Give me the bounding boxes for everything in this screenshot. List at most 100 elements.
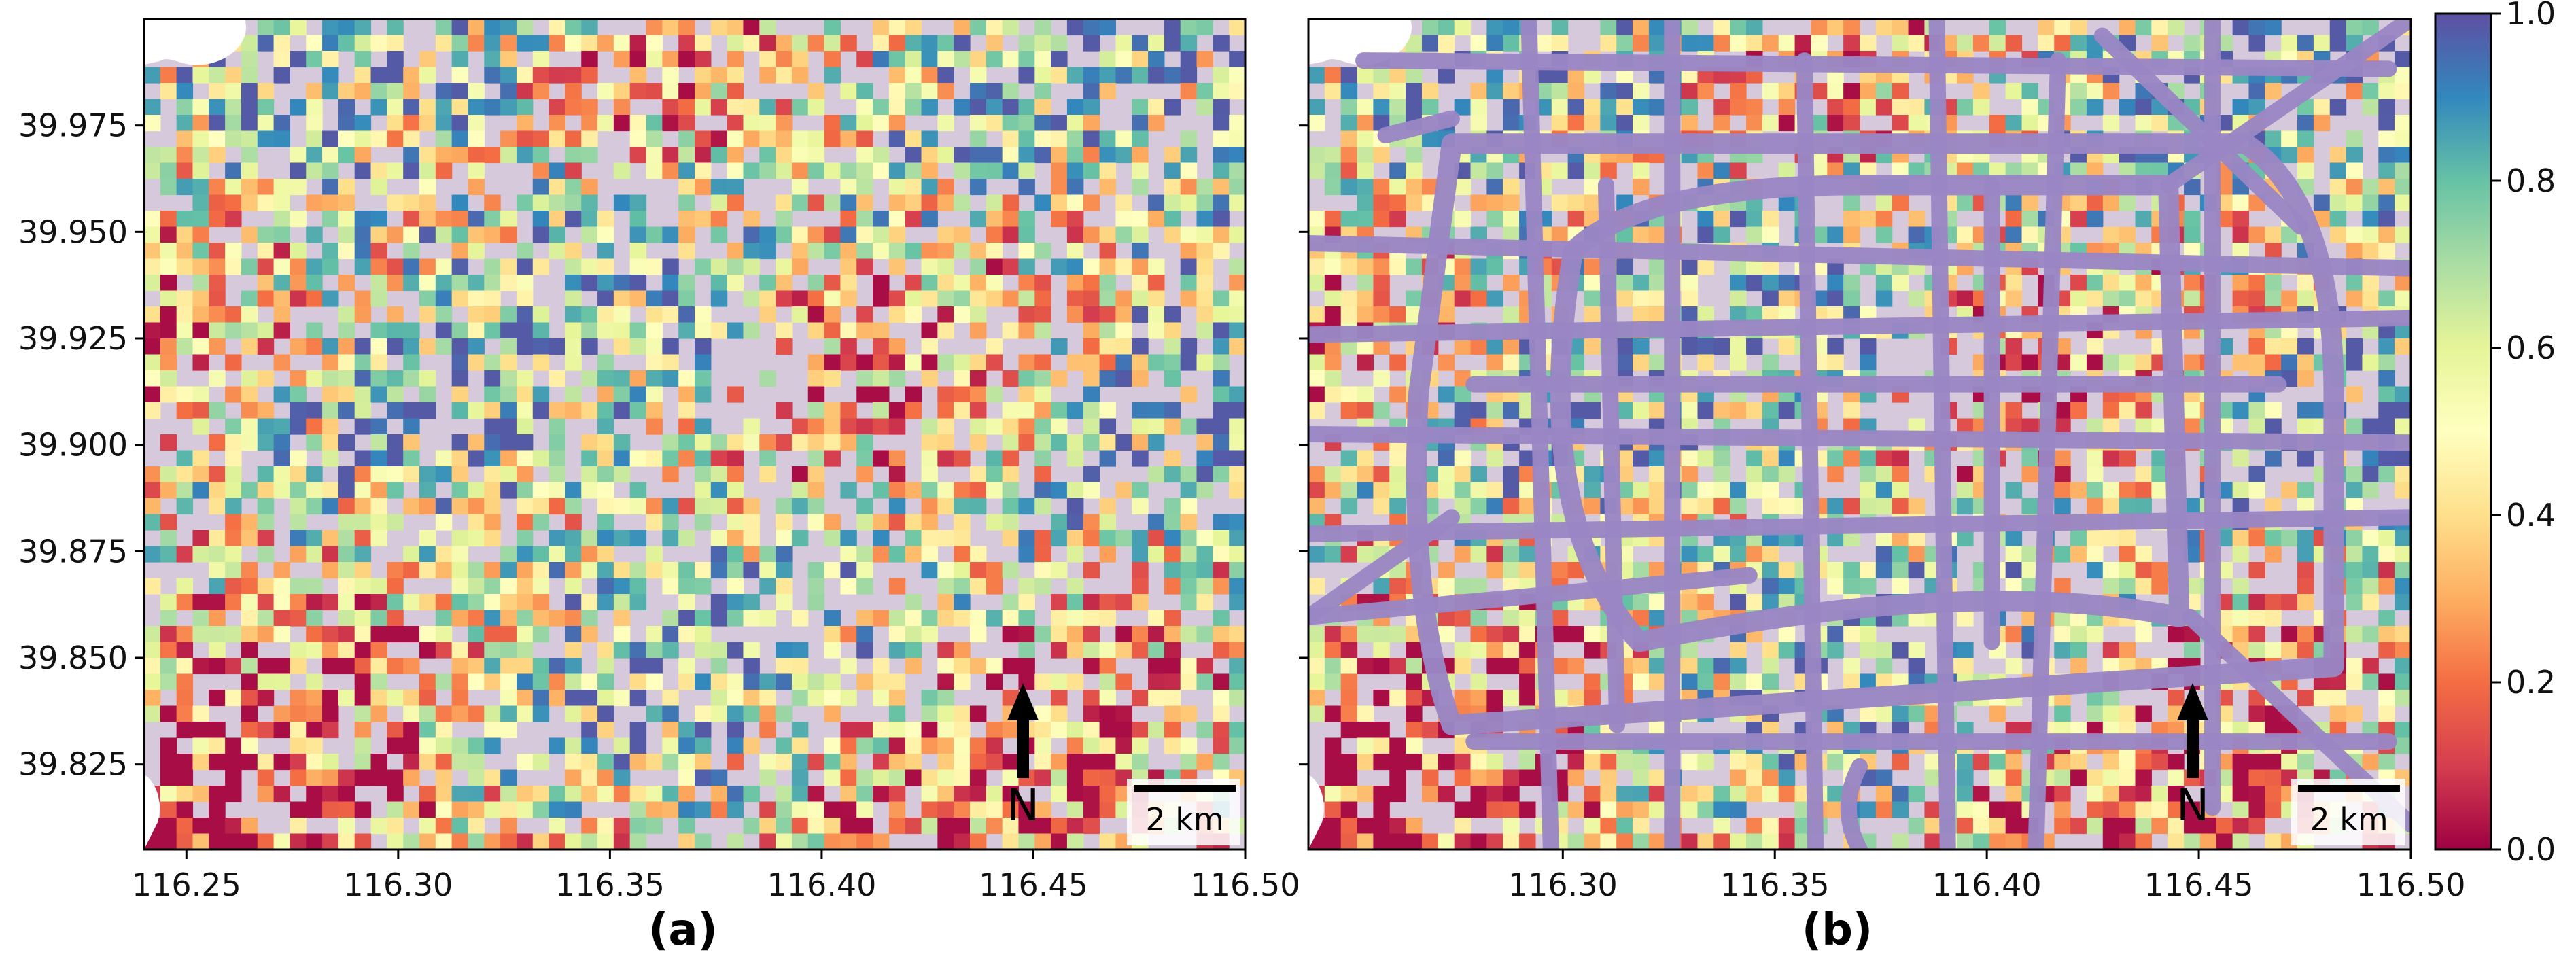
map-cell (727, 705, 744, 722)
map-cell (1180, 594, 1198, 611)
map-cell (986, 338, 1003, 355)
map-cell (970, 19, 987, 36)
map-cell (1730, 275, 1747, 292)
map-cell (160, 705, 177, 722)
map-cell (532, 450, 550, 467)
map-cell (2070, 83, 2087, 100)
map-cell (776, 51, 793, 68)
map-cell (1340, 705, 1358, 722)
map-cell (759, 115, 776, 132)
map-cell (581, 338, 598, 355)
map-cell (387, 690, 404, 707)
map-cell (613, 306, 631, 323)
map-cell (1196, 466, 1213, 483)
map-cell (1229, 658, 1245, 675)
map-cell (873, 833, 890, 849)
map-cell (144, 147, 161, 164)
map-cell (2297, 338, 2314, 355)
map-cell (662, 290, 679, 307)
map-cell (986, 754, 1003, 771)
map-cell (500, 818, 517, 835)
map-cell (597, 658, 614, 675)
map-cell (1843, 35, 1860, 52)
map-cell (2378, 690, 2395, 707)
map-cell (807, 818, 825, 835)
map-cell (791, 530, 809, 547)
map-cell (2248, 338, 2265, 355)
map-cell (1066, 722, 1084, 739)
map-cell (678, 179, 695, 196)
map-cell (873, 530, 890, 547)
map-cell (468, 275, 485, 292)
map-cell (322, 147, 339, 164)
map-cell (1972, 83, 1990, 100)
map-cell (856, 162, 873, 179)
map-cell (970, 754, 987, 771)
map-cell (1648, 275, 1666, 292)
map-cell (1503, 99, 1520, 116)
map-cell (257, 833, 275, 849)
map-cell (1132, 35, 1149, 52)
map-cell (1438, 754, 1455, 771)
map-cell (1730, 546, 1747, 563)
map-cell (888, 67, 906, 84)
map-cell (695, 51, 712, 68)
map-cell (1616, 35, 1633, 52)
map-cell (629, 530, 647, 547)
map-cell (241, 833, 258, 849)
map-cell (500, 67, 517, 84)
map-cell (662, 275, 679, 292)
map-cell (1051, 67, 1068, 84)
map-cell (1164, 673, 1181, 690)
map-cell (937, 722, 954, 739)
map-cell (451, 51, 469, 68)
map-cell (710, 705, 728, 722)
map-cell (743, 99, 760, 116)
map-cell (257, 322, 275, 339)
map-cell (1164, 690, 1181, 707)
map-cell (1066, 194, 1084, 211)
map-cell (1083, 99, 1100, 116)
map-cell (2297, 290, 2314, 307)
map-cell (1875, 498, 1893, 515)
map-cell (273, 386, 291, 403)
map-cell (1196, 482, 1213, 499)
map-cell (403, 99, 420, 116)
map-cell (791, 801, 809, 818)
map-cell (322, 690, 339, 707)
map-cell (225, 482, 242, 499)
map-cell (937, 690, 954, 707)
map-cell (451, 594, 469, 611)
map-cell (840, 211, 857, 228)
map-cell (1196, 722, 1213, 739)
map-cell (1454, 754, 1472, 771)
map-cell (192, 243, 209, 260)
map-cell (629, 737, 647, 754)
map-cell (306, 226, 323, 243)
map-cell (1470, 642, 1487, 659)
map-cell (597, 354, 614, 371)
map-cell (1308, 306, 1325, 323)
map-cell (1762, 466, 1779, 483)
map-cell (565, 211, 582, 228)
map-cell (1083, 290, 1100, 307)
map-cell (2297, 162, 2314, 179)
map-cell (921, 130, 938, 147)
map-cell (1034, 194, 1051, 211)
map-cell (1357, 626, 1374, 643)
map-cell (241, 226, 258, 243)
map-cell (192, 754, 209, 771)
map-cell (2021, 466, 2038, 483)
map-cell (2232, 402, 2250, 419)
map-cell (613, 610, 631, 627)
map-cell (516, 147, 534, 164)
map-cell (921, 737, 938, 754)
map-cell (581, 769, 598, 786)
map-cell (1099, 498, 1117, 515)
map-cell (678, 211, 695, 228)
map-cell (2005, 194, 2023, 211)
map-cell (710, 322, 728, 339)
map-cell (565, 786, 582, 803)
map-cell (354, 130, 372, 147)
map-cell (468, 99, 485, 116)
